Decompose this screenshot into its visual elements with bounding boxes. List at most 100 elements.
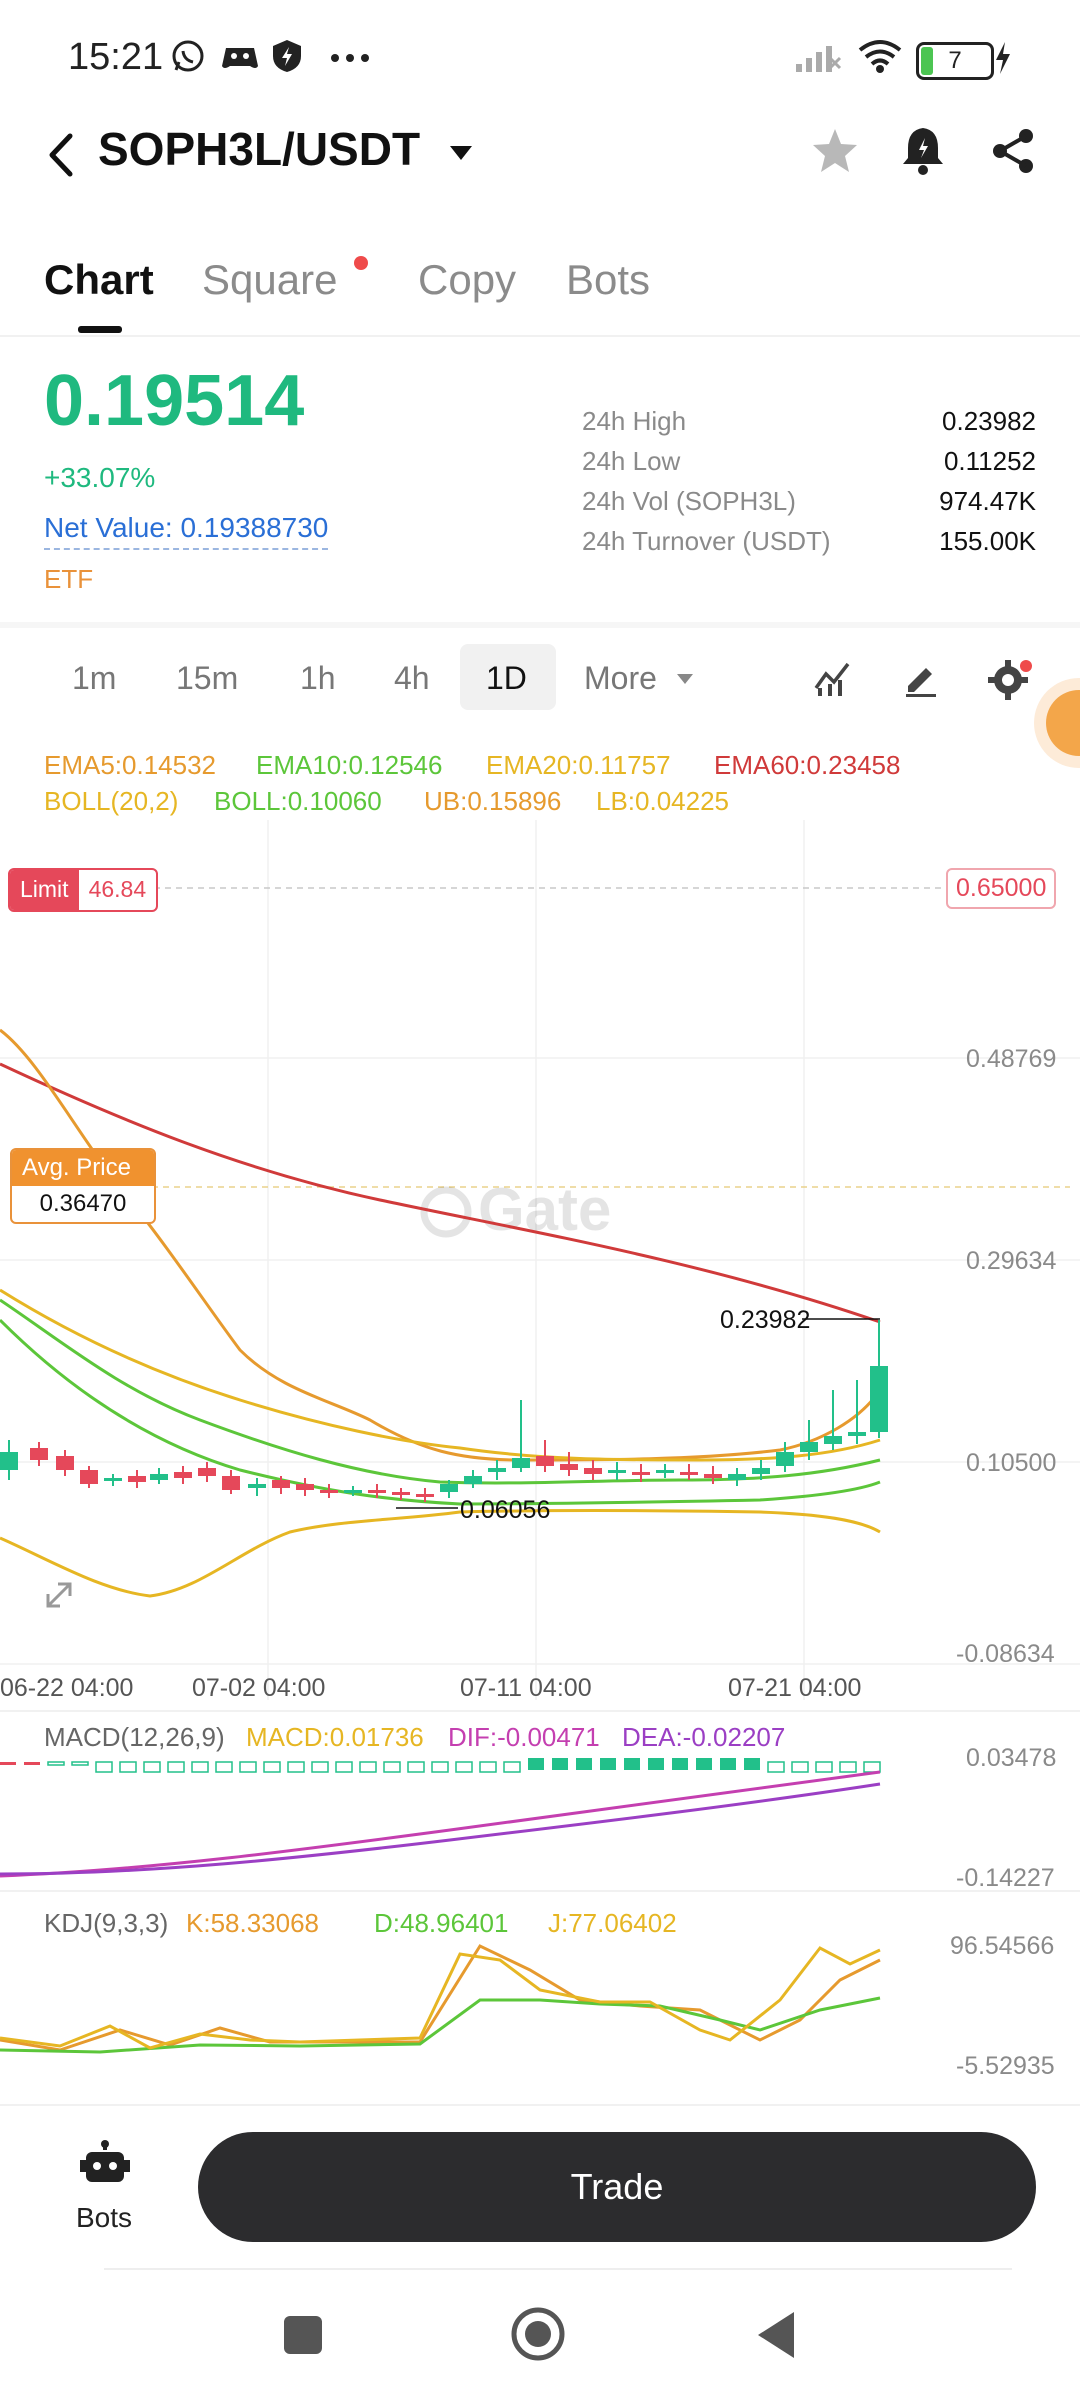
back-button[interactable] — [46, 130, 76, 185]
macd-bar — [455, 1761, 473, 1773]
macd-bar — [383, 1761, 401, 1773]
candle-body — [30, 1448, 48, 1460]
limit-value: 46.84 — [88, 876, 147, 902]
macd-bar — [287, 1761, 305, 1773]
macd-y-tick-1: 0.03478 — [966, 1744, 1057, 1772]
macd-bar — [359, 1761, 377, 1773]
bots-label[interactable]: Bots — [76, 2202, 133, 2233]
draw-pen-icon[interactable] — [900, 658, 940, 703]
y-tick-2: 0.29634 — [966, 1247, 1057, 1275]
tab-bots[interactable]: Bots — [566, 256, 651, 303]
interval-1h[interactable]: 1h — [300, 660, 336, 696]
alert-bell-icon[interactable] — [898, 124, 948, 181]
macd-bar — [335, 1761, 353, 1773]
candle-body — [440, 1484, 458, 1492]
more-dropdown-icon[interactable] — [676, 672, 694, 690]
candle-body — [320, 1490, 338, 1493]
floating-assistant-button[interactable] — [1034, 678, 1080, 768]
stat-label-high: 24h High — [582, 406, 687, 436]
interval-4h[interactable]: 4h — [394, 660, 430, 696]
legend-boll: BOLL(20,2) — [44, 786, 179, 816]
star-icon[interactable] — [810, 126, 860, 181]
chart-grid — [0, 820, 1080, 1700]
macd-bar — [47, 1761, 65, 1766]
nav-recents-icon[interactable] — [282, 2314, 324, 2361]
macd-chart[interactable] — [0, 1750, 1080, 1890]
interval-1m[interactable]: 1m — [72, 660, 117, 696]
stat-value-turnover: 155.00K — [939, 526, 1036, 556]
date-label-2: 07-02 04:00 — [192, 1674, 326, 1702]
pair-title[interactable]: SOPH3L/USDT — [98, 123, 421, 175]
indicator-icon[interactable] — [812, 658, 852, 703]
macd-bar — [407, 1761, 425, 1773]
tab-chart[interactable]: Chart — [44, 256, 154, 303]
status-time: 15:21 — [68, 36, 164, 78]
high-marker: 0.23982 — [720, 1306, 810, 1334]
share-icon[interactable] — [988, 126, 1038, 181]
y-tick-4: -0.08634 — [956, 1640, 1055, 1668]
candle-body — [174, 1472, 192, 1478]
nav-home-icon[interactable] — [510, 2306, 566, 2367]
stat-label-volume: 24h Vol (SOPH3L) — [582, 486, 796, 516]
candle-body — [656, 1470, 674, 1473]
candle-body — [800, 1442, 818, 1452]
tabs-divider — [0, 335, 1080, 337]
limit-tag[interactable]: Limit 46.84 — [8, 868, 159, 912]
interval-15m[interactable]: 15m — [176, 660, 239, 696]
pair-dropdown-icon[interactable] — [448, 144, 474, 167]
candle-body — [80, 1470, 98, 1484]
macd-bar — [167, 1761, 185, 1773]
macd-dif: DIF:-0.00471 — [448, 1722, 600, 1752]
game-controller-icon — [220, 38, 260, 79]
ema5-line — [0, 1028, 882, 1462]
legend-boll-ub: UB:0.15896 — [424, 786, 562, 816]
candle-body — [272, 1480, 290, 1488]
candle-body — [560, 1464, 578, 1470]
interval-1d[interactable]: 1D — [486, 660, 527, 696]
kdj-y-tick-1: 96.54566 — [950, 1932, 1055, 1960]
gate-watermark: Gate — [420, 1176, 611, 1243]
chart-settings-gear-icon[interactable] — [988, 658, 1032, 707]
macd-bar — [815, 1761, 833, 1773]
macd-bar — [744, 1758, 760, 1770]
macd-histogram — [0, 1758, 881, 1773]
legend-boll-mid: BOLL:0.10060 — [214, 786, 382, 816]
kdj-title: KDJ(9,3,3) — [44, 1908, 169, 1938]
battery-icon: 7 — [916, 42, 994, 80]
macd-bar — [552, 1758, 568, 1770]
kdj-chart[interactable] — [0, 1930, 1080, 2080]
battery-level: 7 — [948, 47, 962, 74]
macd-bar — [767, 1761, 785, 1773]
macd-bar — [648, 1758, 664, 1770]
active-tab-indicator — [78, 326, 122, 333]
date-label-4: 07-21 04:00 — [728, 1674, 862, 1702]
kdj-divider — [0, 1890, 1080, 1892]
interval-more[interactable]: More — [584, 660, 657, 696]
wifi-icon — [856, 38, 904, 79]
tab-copy[interactable]: Copy — [418, 256, 517, 303]
nav-back-icon[interactable] — [756, 2310, 796, 2365]
stat-label-turnover: 24h Turnover (USDT) — [582, 526, 831, 556]
avg-price-tag[interactable]: Avg. Price 0.36470 — [10, 1148, 156, 1224]
candle-body — [416, 1494, 434, 1497]
candle-body — [512, 1458, 530, 1468]
candle-body — [776, 1452, 794, 1466]
macd-bar — [791, 1761, 809, 1773]
tab-square[interactable]: Square — [202, 256, 338, 303]
macd-bar — [119, 1761, 137, 1773]
candle-body — [584, 1468, 602, 1474]
macd-y-tick-2: -0.14227 — [956, 1864, 1055, 1892]
macd-bar — [479, 1761, 497, 1773]
candle-body — [536, 1456, 554, 1466]
macd-bar — [191, 1761, 209, 1773]
candle-body — [704, 1474, 722, 1478]
candlestick-chart[interactable]: Gate 0.23982 0.06056 — [0, 820, 1080, 1700]
candle-body — [752, 1468, 770, 1474]
macd-bar — [672, 1758, 688, 1770]
macd-value: MACD:0.01736 — [246, 1722, 424, 1752]
macd-bar — [863, 1761, 881, 1773]
trade-button[interactable]: Trade — [198, 2132, 1036, 2242]
macd-bar — [503, 1761, 521, 1773]
net-value-link[interactable]: Net Value: 0.19388730 — [44, 512, 329, 550]
bots-robot-icon[interactable] — [80, 2140, 130, 2195]
